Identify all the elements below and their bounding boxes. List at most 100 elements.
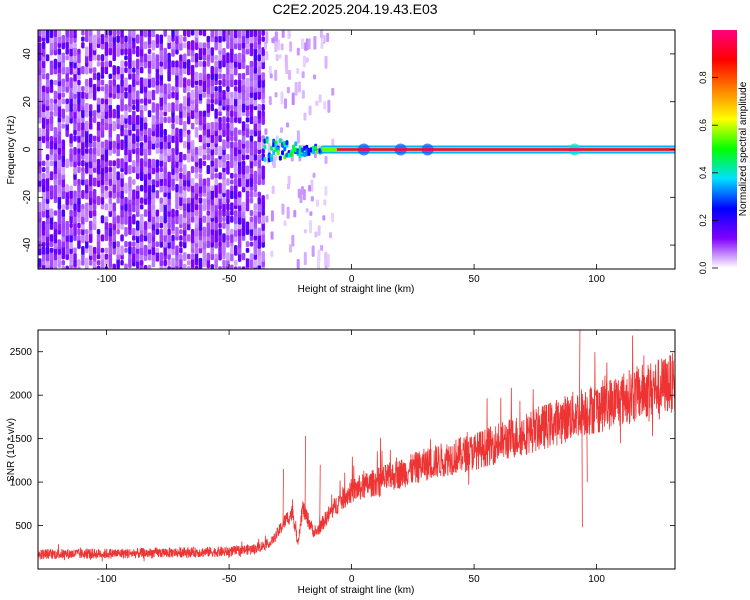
spectrogram-noise-cell [85, 257, 89, 269]
spectrogram-tone-cell [263, 157, 267, 163]
spectrogram-noise-cell [49, 171, 54, 181]
spectrogram-noise-cell [69, 233, 73, 243]
spectrogram-noise-cell [245, 65, 250, 76]
spectrogram-noise-cell [88, 232, 93, 244]
spectrogram-noise-cell [108, 122, 113, 130]
spectrogram-noise-cell [49, 135, 54, 142]
spectrogram-noise-cell [214, 35, 218, 43]
spectrogram-noise-cell [120, 139, 124, 151]
spectrogram-noise-cell [104, 41, 109, 50]
spectrogram-noise-cell [132, 241, 136, 247]
figure-title: C2E2.2025.204.19.43.E03 [272, 1, 438, 17]
spectrogram-noise-cell [132, 78, 136, 88]
spectrogram-noise-cell [155, 209, 160, 217]
spectrogram-noise-cell [190, 30, 195, 36]
spectrogram-noise-cell [230, 189, 234, 200]
spectrogram-noise-cell [100, 196, 105, 205]
spectrogram-noise-cell [241, 111, 246, 117]
spectrogram-noise-cell [206, 53, 211, 62]
spectrogram-noise-cell [65, 55, 69, 61]
spectrogram-noise-cell [179, 266, 183, 269]
spectrogram-noise-cell [214, 54, 218, 61]
spectrogram-noise-cell [230, 72, 234, 81]
spectrogram-noise-cell [237, 104, 242, 111]
spectrogram-noise-cell [218, 228, 222, 236]
spectrogram-noise-cell [249, 92, 254, 99]
spectrogram-noise-cell [167, 102, 171, 113]
spectrogram-noise-cell [249, 173, 254, 179]
spectrogram-faint-cell [320, 244, 324, 251]
spectrogram-noise-cell [218, 54, 222, 61]
spectrogram-noise-cell [171, 60, 175, 68]
spectrogram-noise-cell [230, 110, 234, 118]
x-tick-label: -50 [222, 274, 237, 285]
spectrogram-noise-cell [100, 183, 105, 194]
spectrogram-noise-cell [88, 77, 93, 88]
spectrogram-noise-cell [132, 73, 136, 80]
spectrogram-noise-cell [45, 189, 50, 200]
spectrogram-tone-cell [281, 150, 285, 156]
spectrogram-noise-cell [214, 108, 218, 119]
spectrogram-noise-cell [92, 135, 97, 142]
spectrogram-noise-cell [104, 253, 109, 260]
spectrogram-noise-cell [226, 122, 230, 130]
spectrogram-noise-cell [210, 165, 214, 175]
spectrogram-noise-cell [226, 234, 230, 242]
spectrogram-faint-cell [324, 186, 328, 196]
spectrogram-noise-cell [261, 30, 265, 36]
spectrogram-noise-cell [179, 195, 183, 206]
spectrogram-noise-cell [159, 116, 164, 124]
spectrogram-faint-cell [322, 215, 326, 221]
spectrogram-noise-cell [179, 59, 183, 69]
spectrogram-noise-cell [61, 108, 66, 119]
spectrogram-noise-cell [143, 234, 148, 242]
spectrogram-noise-cell [175, 34, 179, 45]
spectrogram-noise-cell [61, 78, 66, 87]
spectrogram-noise-cell [69, 152, 73, 162]
spectrogram-noise-cell [155, 72, 160, 81]
spectrogram-noise-cell [151, 179, 156, 185]
spectrogram-noise-cell [186, 253, 191, 260]
spectrogram-noise-cell [120, 47, 124, 56]
spectrogram-noise-cell [190, 183, 195, 193]
spectrogram-noise-cell [206, 221, 211, 230]
spectrogram-noise-cell [120, 84, 124, 94]
spectrogram-noise-cell [81, 66, 85, 75]
spectrogram-noise-cell [226, 78, 230, 87]
spectrogram-noise-cell [194, 265, 199, 269]
spectrogram-noise-cell [230, 246, 234, 255]
spectrogram-noise-cell [257, 103, 262, 111]
spectrogram-noise-cell [190, 232, 195, 244]
spectrogram-noise-cell [81, 209, 85, 218]
x-tick-label: 100 [588, 574, 605, 585]
spectrogram-noise-cell [245, 172, 250, 180]
spectrogram-noise-cell [65, 35, 69, 43]
spectrogram-noise-cell [253, 184, 258, 193]
spectrogram-faint-cell [284, 98, 288, 109]
spectrogram-noise-cell [253, 203, 258, 211]
spectrogram-noise-cell [183, 109, 187, 118]
spectrogram-noise-cell [163, 129, 167, 136]
spectrogram-noise-cell [139, 170, 144, 182]
spectrogram-noise-cell [45, 207, 50, 219]
spectrogram-noise-cell [147, 189, 152, 200]
spectrogram-noise-cell [104, 185, 109, 191]
spectrogram-noise-cell [124, 108, 128, 119]
spectrogram-noise-cell [92, 110, 97, 118]
spectrogram-noise-cell [202, 30, 207, 37]
spectrogram-noise-cell [139, 197, 144, 204]
spectrogram-noise-cell [206, 77, 211, 88]
spectrogram-noise-cell [73, 135, 77, 142]
spectrogram-noise-cell [120, 66, 124, 75]
spectrogram-noise-cell [163, 140, 167, 150]
spectrogram-noise-cell [198, 197, 203, 204]
spectrogram-noise-cell [45, 173, 50, 179]
spectrogram-faint-cell [323, 101, 327, 110]
x-tick-label: -100 [97, 274, 117, 285]
spectrogram-noise-cell [222, 47, 226, 56]
spectrogram-noise-cell [253, 36, 258, 42]
spectrogram-noise-cell [171, 147, 175, 154]
spectrogram-noise-cell [104, 170, 109, 182]
spectrogram-noise-cell [69, 227, 73, 236]
spectrogram-noise-cell [120, 260, 124, 266]
